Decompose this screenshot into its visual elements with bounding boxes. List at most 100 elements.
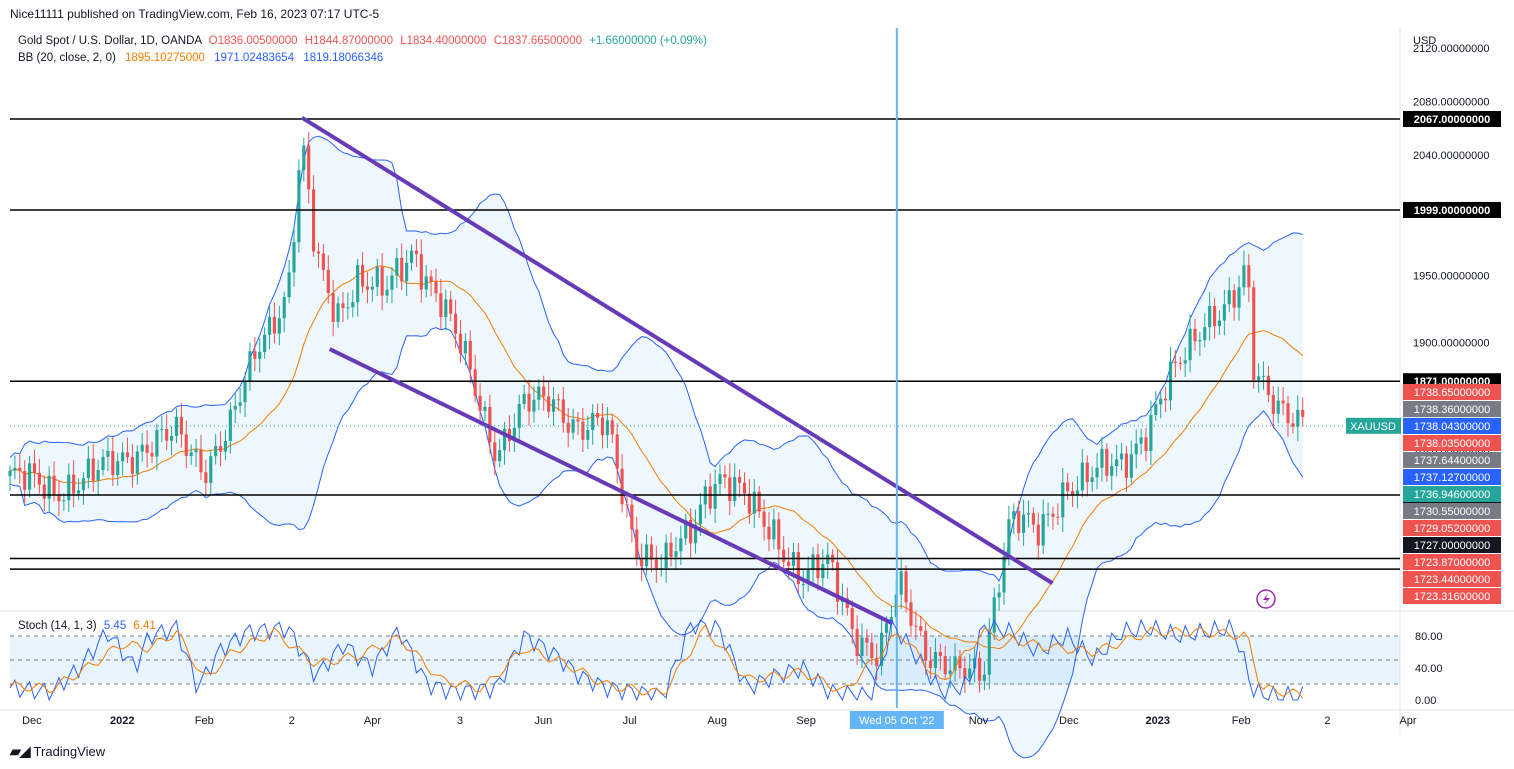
candle-body-163 [806,569,810,585]
candle-body-27 [140,444,144,452]
candle-body-260 [1281,400,1285,404]
candle-body-34 [174,416,179,437]
candle-body-191 [943,656,947,675]
candle-body-164 [811,554,815,570]
footer-logo[interactable]: ▰◢ TradingView [10,743,105,760]
candle-body-115 [571,419,575,433]
candle-body-122 [605,420,609,436]
candle-body-16 [86,458,90,479]
candle-body-240 [1183,360,1187,364]
candle-body-12 [67,474,71,501]
candle-body-255 [1257,376,1261,381]
candle-body-30 [155,430,159,457]
candle-body-113 [561,399,565,423]
candle-body-226 [1115,459,1119,467]
price-tag-bg-12 [1403,588,1501,604]
candle-body-209 [1031,513,1035,525]
candle-body-35 [179,416,183,435]
candle-body-149 [738,477,742,483]
candle-body-53 [267,316,272,335]
candle-body-9 [52,475,56,495]
candle-body-20 [106,451,110,457]
candle-body-14 [76,490,81,494]
candle-body-177 [875,657,879,666]
candle-body-207 [1022,514,1026,533]
candle-body-42 [214,446,218,457]
candle-body-41 [209,456,213,483]
candle-body-135 [669,542,673,557]
candle-body-201 [992,597,996,633]
candle-body-211 [1041,514,1045,546]
candle-body-155 [767,526,771,540]
time-tick-label-9: Sep [796,715,816,727]
price-tag-label-12: 1723.31600000 [1414,591,1490,603]
candle-body-198 [977,658,982,681]
candle-body-85 [424,276,428,290]
candle-body-254 [1252,287,1256,381]
price-tag-label-0: 1738.65000000 [1414,387,1490,399]
legend-bb: BB (20, close, 2, 0) 1895.10275000 1971.… [18,52,383,64]
candle-body-233 [1149,414,1153,451]
candle-body-151 [747,493,751,514]
candle-body-188 [928,660,933,668]
candle-body-58 [292,242,296,273]
candle-body-125 [620,468,624,505]
candle-body-121 [600,417,605,436]
candle-body-175 [865,637,869,643]
candle-body-87 [434,281,438,294]
candle-body-186 [919,626,923,631]
candle-body-8 [47,475,51,499]
price-tag-label-8: 1729.05200000 [1414,523,1490,535]
candle-body-75 [375,266,379,287]
crosshair-date-label: Wed 05 Oct '22 [859,715,934,727]
candle-body-261 [1286,403,1290,424]
legend-stoch-d: 6.41 [133,620,156,632]
candle-body-225 [1110,466,1114,476]
candle-body-184 [909,602,913,626]
candle-body-68 [341,303,345,309]
legend-bb-basis: 1895.10275000 [125,52,205,64]
candle-body-223 [1100,448,1104,468]
symbol-tag-bg [1346,417,1401,434]
candle-body-227 [1119,453,1124,460]
price-tag-label-7: 1730.55000000 [1414,506,1490,518]
legend-bb-label[interactable]: BB (20, close, 2, 0) [18,52,116,64]
candle-body-138 [684,519,688,539]
candle-body-21 [111,451,115,476]
legend-open: O1836.00500000 [208,35,298,47]
lightning-icon [1256,589,1276,609]
candle-body-263 [1296,409,1300,427]
price-axis-unit: USD [1413,35,1436,47]
candle-body-11 [62,500,66,502]
price-tag-bg-2 [1403,418,1501,434]
crosshair-date-bg [849,711,944,729]
candle-body-231 [1139,437,1143,444]
candle-body-43 [218,446,223,452]
candle-body-234 [1154,404,1158,415]
candle-body-63 [316,251,321,254]
legend-stoch-label[interactable]: Stoch (14, 1, 3) [18,620,97,632]
candle-body-1 [13,467,17,471]
candle-body-49 [248,351,252,382]
candle-body-162 [801,584,805,586]
candle-body-258 [1271,394,1275,414]
candle-body-64 [321,253,325,270]
price-tag-label-2: 1738.04300000 [1414,421,1490,433]
candle-body-72 [360,264,365,287]
candle-body-54 [272,316,276,334]
candle-body-62 [312,189,316,252]
candle-body-50 [253,351,257,359]
candle-body-194 [958,656,962,669]
candle-body-80 [400,257,404,282]
stoch-tick-label-2: 0.00 [1415,695,1436,707]
candle-body-83 [414,250,418,255]
candle-body-39 [199,449,203,473]
legend-symbol[interactable]: Gold Spot / U.S. Dollar, 1D, OANDA [18,35,202,47]
candle-body-4 [28,463,32,490]
level-tag-label-1: 1999.00000000 [1414,205,1490,217]
candle-body-88 [439,293,443,318]
candle-body-152 [752,491,756,514]
candle-body-126 [625,504,629,506]
candle-body-92 [458,333,463,354]
